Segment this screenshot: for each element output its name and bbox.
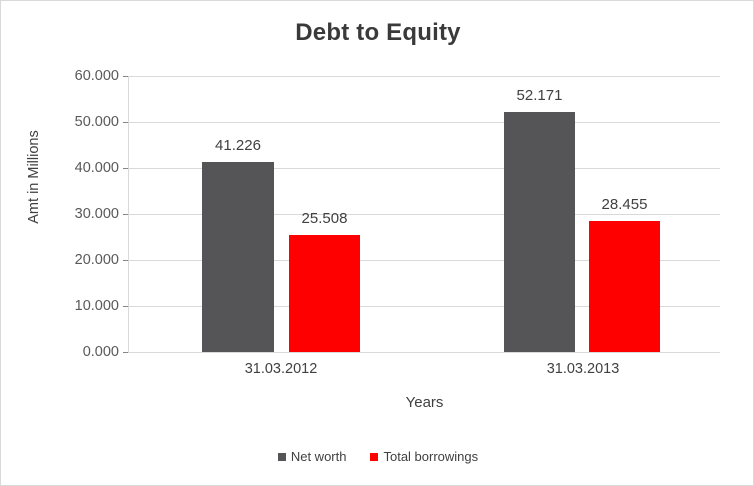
legend-entry[interactable]: Net worth xyxy=(277,449,347,464)
legend-label: Net worth xyxy=(290,449,347,464)
y-axis-tick-label: 40.000 xyxy=(74,160,119,176)
legend-entry[interactable]: Total borrowings xyxy=(370,449,478,464)
y-axis-tick-label: 60.000 xyxy=(74,68,119,84)
y-axis-tick-mark xyxy=(123,122,128,123)
bar-value-label: 28.455 xyxy=(601,196,648,213)
x-axis-tick-label: 31.03.2013 xyxy=(546,361,620,377)
y-axis-tick-label: 20.000 xyxy=(74,252,119,268)
y-axis-tick-mark xyxy=(123,306,128,307)
y-axis-tick-label: 50.000 xyxy=(74,114,119,130)
y-axis-tick-mark xyxy=(123,214,128,215)
gridline xyxy=(129,260,720,261)
y-axis-line xyxy=(128,76,129,353)
y-axis-tick-mark xyxy=(123,352,128,353)
gridline xyxy=(129,76,720,77)
y-axis-tick-label: 0.000 xyxy=(82,344,119,360)
bar-value-label: 52.171 xyxy=(516,87,563,104)
y-axis-tick-label: 10.000 xyxy=(74,298,119,314)
y-axis-title: Amt in Millions xyxy=(26,130,42,224)
chart-title: Debt to Equity xyxy=(295,19,461,46)
y-axis-tick-mark xyxy=(123,168,128,169)
chart-legend: Net worth Total borrowings xyxy=(1,449,753,464)
bar[interactable] xyxy=(589,221,660,352)
y-axis-tick-mark xyxy=(123,76,128,77)
bar[interactable] xyxy=(289,235,360,352)
gridline xyxy=(129,122,720,123)
y-axis-tick-labels: 60.000 50.000 40.000 30.000 20.000 10.000 0.00… xyxy=(49,1,119,485)
bar-value-label: 25.508 xyxy=(301,210,348,227)
bar[interactable] xyxy=(202,162,274,352)
legend-label: Total borrowings xyxy=(383,449,479,464)
gridline xyxy=(129,168,720,169)
plot-area xyxy=(129,76,720,353)
legend-swatch-icon xyxy=(370,452,379,461)
x-axis-tick-label: 31.03.2012 xyxy=(244,361,318,377)
y-axis-tick-label: 30.000 xyxy=(74,206,119,222)
y-axis-tick-mark xyxy=(123,260,128,261)
gridline xyxy=(129,306,720,307)
bar-value-label: 41.226 xyxy=(215,137,261,154)
x-axis-title: Years xyxy=(405,394,444,411)
legend-swatch-icon xyxy=(277,452,286,461)
gridline xyxy=(129,352,720,353)
gridline xyxy=(129,214,720,215)
bar[interactable] xyxy=(504,112,575,352)
